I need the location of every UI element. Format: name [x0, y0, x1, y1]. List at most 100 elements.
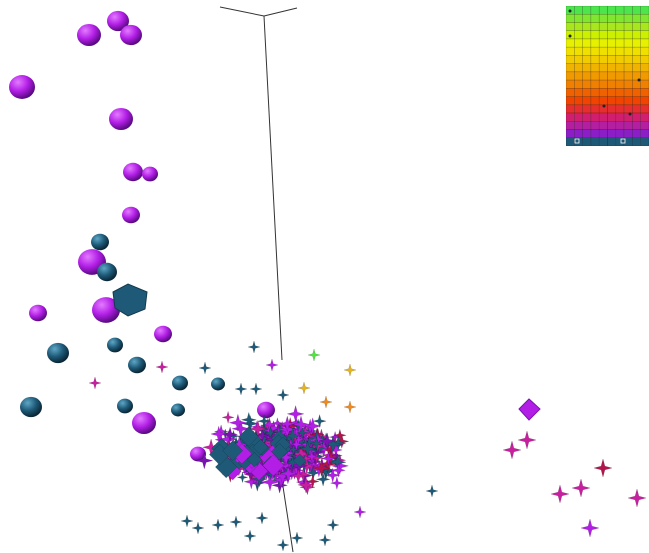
legend-cell [566, 104, 575, 114]
legend-cell [615, 96, 625, 106]
legend-cell [640, 6, 649, 15]
star-glyph [307, 348, 321, 362]
legend-cell [566, 71, 575, 81]
legend-cell [582, 22, 592, 31]
legend-marker [628, 112, 632, 116]
legend-cell [566, 38, 575, 48]
outlier-star [255, 511, 269, 525]
violet-sphere [132, 411, 156, 435]
legend-cell [582, 137, 592, 146]
legend-cell [582, 112, 592, 122]
legend-cell [640, 55, 649, 64]
cluster-star [309, 436, 324, 451]
violet-sphere [92, 297, 120, 323]
legend-cell [590, 71, 600, 81]
cluster-star [320, 451, 336, 467]
legend-cell [607, 104, 617, 114]
legend-cell [640, 13, 649, 23]
legend-cell [632, 30, 641, 40]
legend-cell [640, 38, 649, 48]
teal-sphere [128, 356, 146, 374]
cluster-octahedron [271, 443, 289, 461]
legend-cell [598, 55, 608, 64]
legend-cell [615, 88, 625, 97]
legend-cell [582, 6, 592, 15]
legend-cell [598, 63, 608, 73]
right-star [502, 440, 522, 460]
violet-sphere [77, 23, 101, 47]
cluster-star [286, 439, 303, 456]
legend-cell [574, 46, 583, 56]
cluster-star [271, 416, 284, 430]
legend-cell [615, 30, 625, 40]
legend-cell [590, 79, 600, 89]
violet-sphere [122, 206, 140, 224]
outlier-star [211, 518, 225, 532]
legend-cell [607, 63, 617, 73]
legend-cell [598, 38, 608, 48]
right-star [550, 484, 570, 504]
legend-cell [607, 88, 617, 97]
right-star [571, 478, 591, 498]
cluster-star [312, 413, 328, 429]
star-glyph [198, 361, 212, 375]
legend-cell [607, 22, 617, 31]
legend-cell [632, 6, 641, 15]
outlier-star [191, 521, 205, 535]
legend-cell [598, 46, 608, 56]
violet-sphere [120, 24, 142, 46]
star-glyph [234, 382, 248, 396]
legend-cell [598, 79, 608, 89]
cluster-star [305, 474, 320, 489]
cluster-star [296, 475, 315, 494]
legend-cell [590, 121, 600, 130]
legend-cell [615, 63, 625, 73]
cluster-star [315, 471, 331, 488]
legend-cell [590, 46, 600, 56]
legend-cell [566, 96, 575, 106]
legend-cell [632, 55, 641, 64]
cluster-star [310, 439, 325, 454]
legend-cell [582, 79, 592, 89]
legend-cell [582, 129, 592, 139]
legend-marker [637, 78, 641, 82]
legend-cell [640, 79, 649, 89]
legend-cell [615, 112, 625, 122]
teal-sphere [211, 377, 225, 391]
legend-cell [640, 63, 649, 73]
cluster-star [228, 413, 248, 433]
legend-cell [574, 129, 583, 139]
legend-cell [640, 96, 649, 106]
legend-cell [590, 38, 600, 48]
legend-cell [582, 38, 592, 48]
legend-cell [615, 38, 625, 48]
violet-sphere [190, 446, 206, 462]
legend-cell [640, 46, 649, 56]
legend-cell [615, 79, 625, 89]
legend-cell [598, 96, 608, 106]
legend-cell [632, 129, 641, 139]
legend-cell [582, 13, 592, 23]
violet-sphere [9, 75, 35, 99]
cluster-star [295, 466, 312, 483]
star-glyph [249, 382, 263, 396]
legend-cell [623, 38, 633, 48]
legend-cell [615, 22, 625, 31]
legend-marker [602, 104, 606, 108]
cluster-star [195, 451, 214, 470]
cluster-star [330, 462, 347, 479]
legend-cell [632, 121, 641, 130]
legend-cell [632, 112, 641, 122]
legend-cell [632, 63, 641, 73]
legend-cell [590, 96, 600, 106]
right-star [517, 430, 537, 450]
legend-cell [590, 30, 600, 40]
legend-cell [582, 46, 592, 56]
outlier-star [290, 531, 304, 545]
legend-cell [623, 22, 633, 31]
legend-cell [566, 112, 575, 122]
cluster-star [296, 426, 309, 439]
legend-cell [598, 129, 608, 139]
legend-cell [566, 22, 575, 31]
